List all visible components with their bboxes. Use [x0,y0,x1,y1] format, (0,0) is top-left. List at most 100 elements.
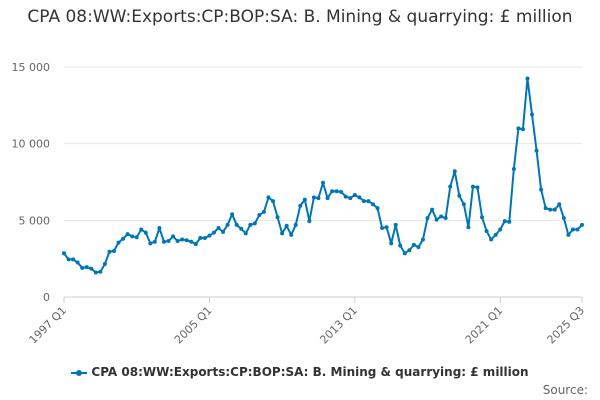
data-point[interactable] [330,189,335,194]
data-point[interactable] [339,189,344,194]
data-point[interactable] [393,222,398,227]
data-point[interactable] [343,194,348,199]
data-point[interactable] [316,196,321,201]
data-point[interactable] [293,222,298,227]
data-point[interactable] [298,203,303,208]
data-point[interactable] [416,245,421,250]
data-point[interactable] [434,217,439,222]
data-point[interactable] [398,243,403,248]
data-point[interactable] [252,221,257,226]
data-point[interactable] [111,249,116,253]
data-point[interactable] [189,239,194,244]
data-point[interactable] [570,227,575,232]
data-point[interactable] [457,193,462,198]
data-point[interactable] [193,242,198,247]
data-point[interactable] [461,202,466,207]
data-point[interactable] [489,237,494,242]
data-point[interactable] [357,195,362,200]
data-point[interactable] [71,257,76,262]
data-point[interactable] [230,212,235,217]
data-point[interactable] [143,230,148,235]
data-point[interactable] [284,223,289,228]
data-point[interactable] [443,216,448,221]
data-point[interactable] [216,226,221,230]
data-point[interactable] [334,189,339,194]
data-point[interactable] [98,269,103,274]
data-point[interactable] [407,248,412,253]
data-point[interactable] [180,237,185,242]
data-point[interactable] [520,127,525,132]
data-point[interactable] [389,241,394,246]
data-point[interactable] [557,202,562,207]
data-point[interactable] [116,240,121,245]
data-point[interactable] [375,206,380,211]
data-point[interactable] [411,242,416,247]
data-point[interactable] [166,239,171,244]
data-point[interactable] [198,235,203,240]
data-point[interactable] [430,207,435,212]
data-point[interactable] [266,195,271,200]
data-point[interactable] [370,202,375,207]
data-point[interactable] [470,184,475,189]
data-point[interactable] [139,227,144,232]
data-point[interactable] [207,233,212,238]
data-point[interactable] [62,251,66,256]
data-point[interactable] [448,184,453,189]
data-point[interactable] [289,232,294,237]
data-point[interactable] [380,226,385,230]
data-point[interactable] [352,193,357,198]
data-point[interactable] [575,227,580,232]
data-point[interactable] [257,212,262,217]
data-point[interactable] [525,76,530,81]
data-point[interactable] [475,185,480,190]
legend[interactable]: CPA 08:WW:Exports:CP:BOP:SA: B. Mining &… [0,365,600,379]
data-point[interactable] [248,222,253,227]
data-point[interactable] [125,232,130,237]
data-point[interactable] [280,231,285,236]
data-point[interactable] [121,236,126,241]
data-point[interactable] [175,239,180,244]
data-point[interactable] [384,225,389,230]
data-point[interactable] [148,241,153,246]
data-point[interactable] [211,230,216,235]
data-point[interactable] [466,225,471,230]
data-point[interactable] [93,270,98,275]
data-point[interactable] [402,251,407,256]
data-point[interactable] [157,226,162,230]
data-point[interactable] [498,227,503,232]
data-point[interactable] [102,262,107,267]
data-point[interactable] [420,237,425,242]
data-point[interactable] [566,232,571,237]
data-point[interactable] [534,148,539,153]
data-point[interactable] [66,257,71,262]
data-point[interactable] [80,265,85,270]
data-point[interactable] [243,231,248,236]
data-point[interactable] [561,216,566,221]
data-point[interactable] [366,199,371,204]
data-point[interactable] [439,214,444,219]
data-point[interactable] [84,265,89,270]
data-point[interactable] [321,180,325,185]
data-point[interactable] [239,226,244,231]
data-point[interactable] [480,215,485,220]
data-point[interactable] [130,234,135,239]
data-point[interactable] [580,222,584,227]
data-point[interactable] [543,206,548,211]
data-point[interactable] [361,199,366,204]
data-point[interactable] [452,169,457,174]
data-point[interactable] [325,196,330,201]
data-point[interactable] [511,166,516,171]
data-point[interactable] [107,249,112,254]
data-point[interactable] [539,187,544,192]
data-point[interactable] [484,229,489,234]
data-point[interactable] [530,112,535,117]
data-point[interactable] [234,222,239,227]
data-point[interactable] [134,235,139,240]
data-point[interactable] [493,232,498,237]
data-point[interactable] [261,209,266,214]
data-point[interactable] [502,219,507,224]
data-point[interactable] [89,266,94,271]
data-point[interactable] [202,235,207,240]
data-point[interactable] [221,229,226,234]
data-point[interactable] [225,222,230,227]
